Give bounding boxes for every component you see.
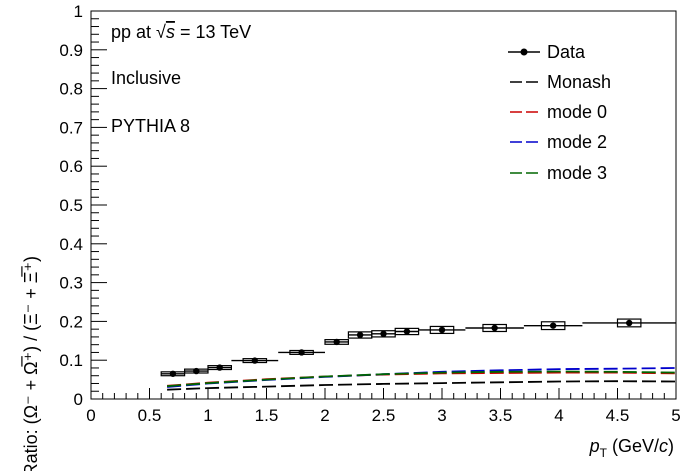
x-tick-label: 1.5 [255, 406, 279, 425]
legend-entry-data: Data [508, 42, 586, 62]
data-point [298, 349, 305, 356]
y-tick-label: 0.9 [59, 41, 83, 60]
data-point [333, 338, 340, 346]
x-tick-label: 3 [437, 406, 446, 425]
legend-label-mode0: mode 0 [547, 102, 607, 122]
data-point [251, 357, 258, 364]
data-point [491, 324, 498, 332]
x-tick-label: 2 [320, 406, 329, 425]
data-point [356, 331, 364, 339]
y-tick-label: 0.4 [59, 235, 83, 254]
data-point [403, 328, 411, 335]
series-line-monash [167, 380, 677, 391]
x-tick-label: 3.5 [489, 406, 513, 425]
y-tick-label: 0 [74, 390, 83, 409]
annotation-generator: PYTHIA 8 [111, 116, 190, 136]
data-point [438, 326, 446, 334]
y-tick-label: 0.2 [59, 312, 83, 331]
y-tick-label: 0.1 [59, 351, 83, 370]
legend-label-mode3: mode 3 [547, 163, 607, 183]
legend-label-data: Data [547, 42, 586, 62]
plot-area [160, 318, 677, 391]
data-point [193, 367, 200, 375]
data-point [216, 364, 223, 371]
legend-entry-mode0: mode 0 [510, 102, 607, 122]
x-tick-label: 2.5 [372, 406, 396, 425]
x-tick-label: 5 [671, 406, 680, 425]
data-point [549, 322, 557, 329]
legend-marker-dot [520, 48, 528, 56]
legend-entry-mode2: mode 2 [510, 132, 607, 152]
y-axis-title: Ratio: (Ω⁻ + Ω̅⁺) / (Ξ⁻ + Ξ̅⁺) [21, 256, 41, 471]
data-point [380, 330, 387, 338]
x-axis-title: pT (GeV/c) [589, 436, 674, 460]
data-point [169, 370, 177, 377]
legend-entry-monash: Monash [510, 72, 611, 92]
y-tick-label: 0.8 [59, 80, 83, 99]
legend-label-mode2: mode 2 [547, 132, 607, 152]
series-line-mode-3 [167, 370, 677, 388]
x-tick-label: 0.5 [138, 406, 162, 425]
axis-ticks: 0 0.5 1 1.5 2 2.5 3 3.5 4 4.5 5 0 0.1 0.2 0.3 0.4 0.5 0.6… [59, 2, 680, 425]
y-tick-label: 1 [74, 2, 83, 21]
y-tick-label: 0.5 [59, 196, 83, 215]
x-tick-label: 0 [86, 406, 95, 425]
x-tick-label: 4 [554, 406, 563, 425]
legend: Data Monash mode 0 mode 2 mode 3 [508, 42, 611, 183]
y-tick-label: 0.3 [59, 274, 83, 293]
x-tick-label: 4.5 [606, 406, 630, 425]
legend-label-monash: Monash [547, 72, 611, 92]
annotation-class: Inclusive [111, 68, 181, 88]
x-tick-label: 1 [203, 406, 212, 425]
y-tick-label: 0.7 [59, 118, 83, 137]
legend-entry-mode3: mode 3 [510, 163, 607, 183]
y-tick-label: 0.6 [59, 157, 83, 176]
data-point [626, 319, 633, 327]
annotation-system: pp at √s = 13 TeV [111, 22, 251, 42]
